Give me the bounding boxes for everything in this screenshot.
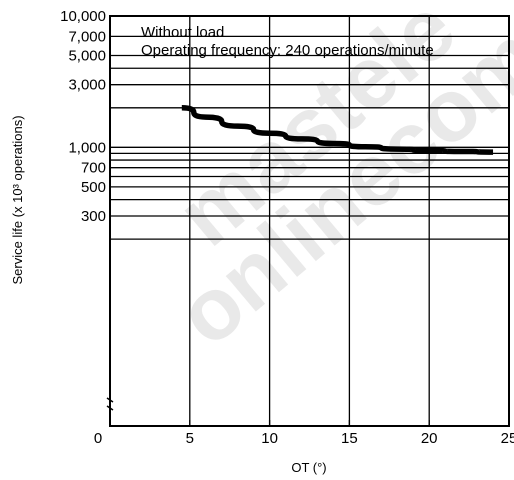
plot-border xyxy=(109,15,510,427)
series xyxy=(181,105,494,155)
x-tick-label: 0 xyxy=(94,430,102,447)
plot-frame xyxy=(106,15,510,427)
y-tick-label: 3,000 xyxy=(68,77,106,94)
x-tick-label: 20 xyxy=(421,430,438,447)
x-tick-label: 25 xyxy=(501,430,514,447)
y-tick-label: 10,000 xyxy=(60,8,106,25)
y-tick-label: 500 xyxy=(81,179,106,196)
x-tick-label: 15 xyxy=(341,430,358,447)
y-tick-label: 1,000 xyxy=(68,139,106,156)
y-axis-title: Service life (x 10³ operations) xyxy=(10,115,25,284)
y-tick-label: 700 xyxy=(81,160,106,177)
y-tick-label: 300 xyxy=(81,208,106,225)
y-tick-label: 5,000 xyxy=(68,48,106,65)
x-tick-label: 10 xyxy=(261,430,278,447)
x-tick-label: 5 xyxy=(186,430,194,447)
annotation-without-load: Without load xyxy=(141,24,224,41)
axis-break-mark xyxy=(106,397,114,411)
y-tick-labels: 10,000 7,000 5,000 3,000 1,000 700 500 300 xyxy=(60,8,106,225)
y-tick-label: 7,000 xyxy=(68,28,106,45)
x-tick-labels: 0 5 10 15 20 25 xyxy=(94,430,514,447)
x-axis-title: OT (°) xyxy=(291,460,326,475)
series-line xyxy=(181,105,494,155)
annotation-operating-frequency: Operating frequency: 240 operations/minu… xyxy=(141,42,434,59)
